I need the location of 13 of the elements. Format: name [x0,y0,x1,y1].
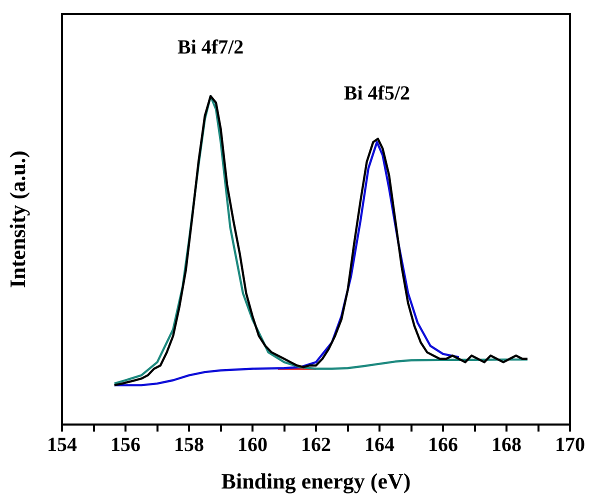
x-tick-label: 168 [492,434,522,456]
x-tick-label: 170 [555,434,585,456]
x-axis-title: Binding energy (eV) [221,468,411,494]
x-tick-label: 162 [301,434,331,456]
x-tick-label: 160 [238,434,268,456]
annotation: Bi 4f7/2 [178,36,244,58]
x-tick-label: 164 [364,434,394,456]
y-axis-title: Intensity (a.u.) [4,150,30,288]
x-tick-label: 158 [174,434,204,456]
x-tick-label: 156 [110,434,140,456]
x-tick-label: 154 [47,434,77,456]
annotation: Bi 4f5/2 [344,82,410,104]
x-tick-label: 166 [428,434,458,456]
